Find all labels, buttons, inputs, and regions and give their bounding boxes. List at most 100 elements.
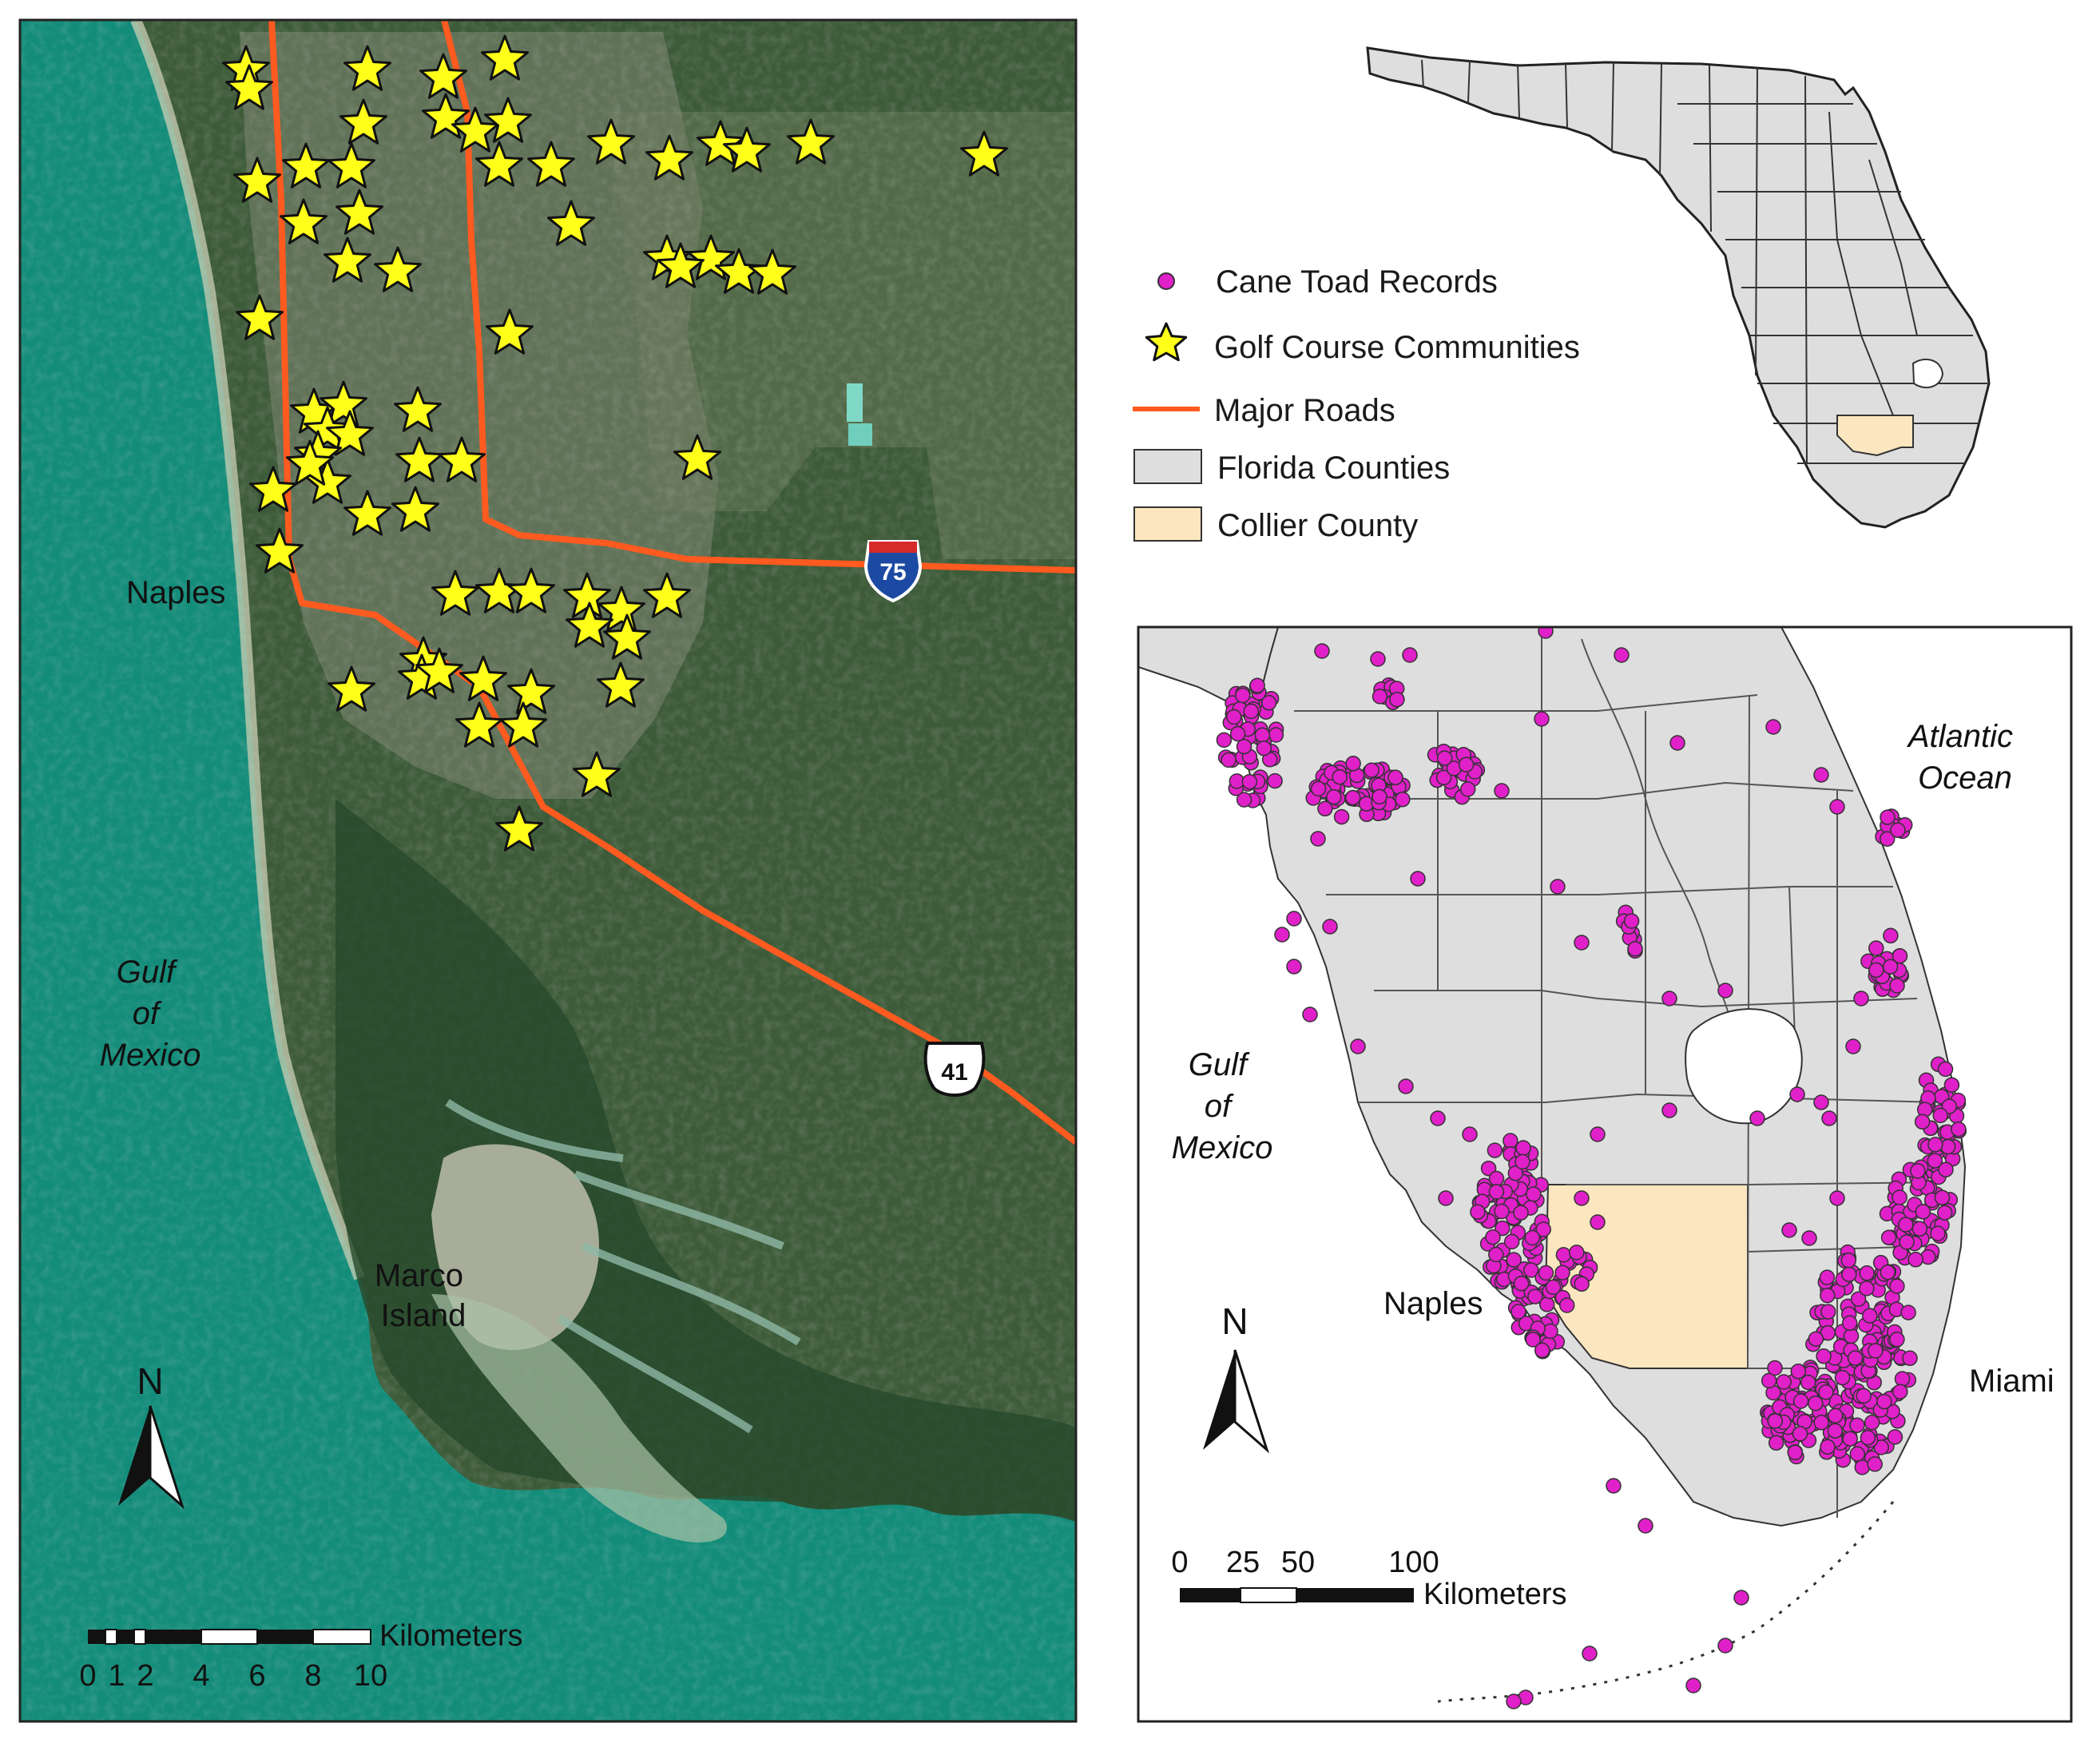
cane-toad-record-point bbox=[1813, 1415, 1829, 1431]
cane-toad-record-point bbox=[1829, 799, 1845, 815]
marco-line-1: Marco bbox=[375, 1258, 463, 1293]
cane-toad-record-point bbox=[1260, 695, 1277, 711]
scale-bar-right: 0 25 50 100 Kilometers bbox=[1171, 1546, 1566, 1611]
cane-toad-record-point bbox=[1326, 788, 1342, 805]
golf-course-star-icon bbox=[481, 34, 529, 81]
golf-course-star-icon bbox=[748, 248, 796, 295]
cane-toad-record-point bbox=[1776, 1374, 1792, 1390]
cane-toad-record-point bbox=[1813, 1094, 1829, 1110]
cane-toad-record-point bbox=[1535, 1221, 1551, 1237]
golf-course-star-icon bbox=[451, 106, 499, 153]
gulf-line-2: of bbox=[133, 996, 162, 1031]
legend-label: Golf Course Communities bbox=[1214, 330, 1580, 365]
label-gulf-of-mexico: Gulf of Mexico bbox=[100, 955, 201, 1073]
label-marco-island: Marco Island bbox=[375, 1258, 472, 1333]
florida-inset-map bbox=[1366, 46, 1991, 529]
cane-toad-record-point bbox=[1513, 1205, 1529, 1221]
golf-course-star-icon bbox=[697, 120, 744, 166]
cane-toad-record-point bbox=[1462, 1126, 1478, 1142]
scale-segment bbox=[200, 1629, 258, 1645]
cane-toad-record-point bbox=[1525, 1332, 1541, 1348]
cane-toad-record-point bbox=[1495, 1220, 1510, 1237]
cane-toad-record-point bbox=[1513, 1275, 1530, 1292]
north-arrow-icon-outline bbox=[1233, 1349, 1270, 1454]
scale-segment bbox=[105, 1629, 117, 1645]
cane-toad-record-point bbox=[1438, 1190, 1454, 1206]
cane-toad-record-point bbox=[1889, 978, 1905, 994]
cane-toad-record-point bbox=[1900, 1304, 1916, 1320]
cane-toad-record-point bbox=[1876, 1393, 1892, 1410]
cane-toad-record-point bbox=[1236, 738, 1252, 755]
interstate-shield-band bbox=[869, 542, 917, 553]
cane-toad-record-point bbox=[1892, 1384, 1908, 1400]
cane-toad-record-point bbox=[1761, 1372, 1777, 1389]
satellite-map-frame bbox=[18, 18, 1078, 1723]
cane-toad-record-point bbox=[1274, 927, 1290, 943]
cane-toad-record-point bbox=[1538, 1265, 1554, 1281]
tidal-shoals bbox=[431, 1294, 727, 1542]
cane-toad-record-point bbox=[1801, 1230, 1817, 1246]
cane-toad-record-point bbox=[1514, 1153, 1530, 1170]
cane-toad-record-point bbox=[1883, 927, 1899, 944]
scale-tick: 8 bbox=[304, 1659, 321, 1693]
scale-tick: 4 bbox=[193, 1659, 209, 1693]
golf-course-star-icon bbox=[236, 294, 284, 340]
north-arrow: N bbox=[1203, 1300, 1270, 1454]
label-naples: Naples bbox=[1383, 1286, 1483, 1321]
golf-course-star-icon bbox=[527, 141, 575, 187]
cane-toad-record-point bbox=[1249, 677, 1265, 693]
cane-toad-record-point bbox=[1868, 962, 1884, 979]
cane-toad-record-point bbox=[1790, 1364, 1807, 1380]
scale-unit: Kilometers bbox=[379, 1619, 523, 1653]
cane-toad-record-point bbox=[1768, 1435, 1784, 1451]
golf-course-star-icon bbox=[328, 142, 375, 189]
cane-toad-record-point bbox=[1914, 1114, 1931, 1130]
scale-tick: 2 bbox=[137, 1659, 153, 1693]
cane-toad-record-point bbox=[1898, 1217, 1914, 1233]
cane-toad-record-point bbox=[1550, 879, 1566, 895]
cane-toad-record-point bbox=[1333, 808, 1350, 825]
cane-toad-record-point bbox=[1350, 1038, 1366, 1054]
golf-course-star-icon bbox=[339, 98, 387, 145]
golf-course-star-icon bbox=[495, 805, 543, 852]
cane-toad-record-point bbox=[1582, 1646, 1598, 1662]
cane-toad-record-point bbox=[1395, 791, 1411, 808]
cane-toad-record-point bbox=[1816, 1348, 1832, 1364]
legend-label: Collier County bbox=[1217, 508, 1418, 543]
cane-toad-record-point bbox=[1889, 1332, 1905, 1348]
cane-toad-record-point bbox=[1569, 1245, 1585, 1261]
cane-toad-record-point bbox=[1485, 1229, 1501, 1245]
cane-toad-record-point bbox=[1344, 789, 1361, 806]
cane-toad-record-point bbox=[1765, 719, 1781, 735]
cane-toad-record-point bbox=[1787, 1444, 1804, 1461]
county-line bbox=[1421, 59, 1808, 464]
cane-toad-record-point bbox=[1849, 1446, 1866, 1462]
cane-toad-record-point bbox=[1410, 871, 1426, 887]
cane-toad-record-point bbox=[1314, 643, 1330, 659]
cane-toad-record-point bbox=[1459, 781, 1476, 797]
cane-toad-record-point bbox=[1506, 1693, 1522, 1709]
cane-toad-record-point bbox=[1436, 750, 1453, 766]
cane-toad-record-point bbox=[1606, 1478, 1622, 1494]
cane-toad-record-point bbox=[1364, 762, 1379, 778]
marco-island bbox=[431, 1144, 599, 1350]
satellite-map: 75 41 Naples Gulf of Mexico Marco Island… bbox=[20, 20, 1076, 1721]
golf-course-star-icon bbox=[326, 410, 374, 456]
label-gulf-of-mexico: Gulf of Mexico bbox=[1172, 1047, 1273, 1165]
north-arrow-icon bbox=[118, 1406, 150, 1506]
sf-gulf-line-2: of bbox=[1205, 1089, 1234, 1124]
cane-toad-record-point bbox=[1494, 783, 1510, 799]
cane-toad-record-point bbox=[1854, 1459, 1871, 1475]
cane-toad-record-point bbox=[1849, 1417, 1865, 1433]
cane-toad-record-point bbox=[1818, 1384, 1834, 1400]
scale-segment bbox=[1296, 1588, 1414, 1602]
cane-toad-record-point bbox=[1487, 1142, 1503, 1158]
scale-tick: 25 bbox=[1226, 1546, 1260, 1579]
cane-toad-record-point bbox=[1590, 1126, 1606, 1142]
cane-toad-record-point bbox=[1841, 1266, 1857, 1283]
legend-label: Major Roads bbox=[1214, 393, 1395, 428]
golf-course-star-icon bbox=[587, 118, 635, 165]
sf-gulf-line-1: Gulf bbox=[1189, 1047, 1250, 1082]
lake-okeechobee bbox=[1911, 358, 1944, 389]
